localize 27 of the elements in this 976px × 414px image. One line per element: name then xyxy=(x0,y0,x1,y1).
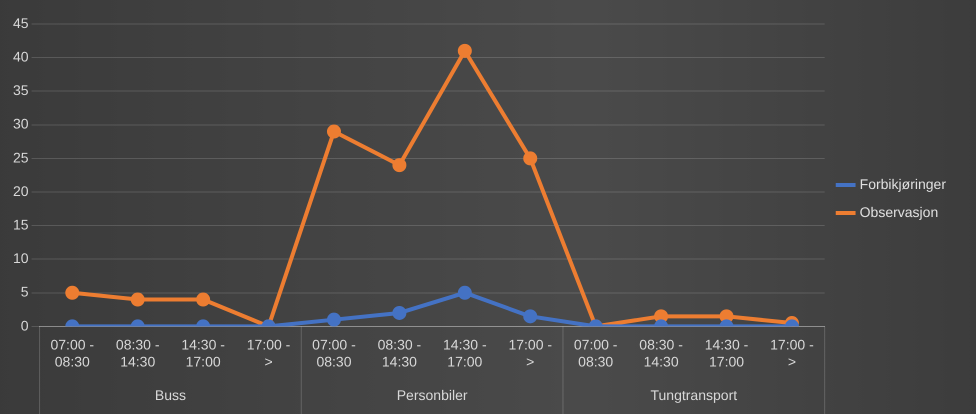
y-tick-label: 40 xyxy=(12,48,29,64)
legend-label: Observasjon xyxy=(860,204,938,220)
y-tick-label: 15 xyxy=(12,216,29,232)
y-tick-label: 0 xyxy=(20,317,29,334)
y-tick-label: 20 xyxy=(12,182,29,199)
y-tick-label: 5 xyxy=(20,284,29,300)
x-tick-label: 07:00 - 08:30 xyxy=(312,336,356,370)
y-tick-label: 10 xyxy=(12,250,29,266)
text: Tungtransport xyxy=(650,386,738,403)
y-tick-label: 45 xyxy=(12,14,29,31)
text: Personbiler xyxy=(396,386,468,403)
x-tick-label: 08:30 - 14:30 xyxy=(639,336,684,370)
x-tick-label: 07:00 - 08:30 xyxy=(574,336,618,370)
x-tick-label: 17:00 - > xyxy=(246,336,291,370)
x-tick-label: 17:00 - > xyxy=(508,336,552,370)
x-tick-label: 08:30 - 14:30 xyxy=(116,336,160,370)
x-tick-label: 14:30 - 17:00 xyxy=(181,336,226,370)
y-tick-label: 35 xyxy=(12,82,29,98)
x-tick-label: 17:00 - > xyxy=(770,336,814,370)
x-tick-label: 14:30 - 17:00 xyxy=(443,336,487,370)
y-tick-label: 25 xyxy=(12,149,29,166)
x-tick-label: 14:30 - 17:00 xyxy=(704,336,749,370)
legend-label: Forbikjøringer xyxy=(860,176,946,192)
x-tick-label: 07:00 - 08:30 xyxy=(50,336,94,370)
y-tick-label: 30 xyxy=(12,116,29,132)
text: Buss xyxy=(154,386,186,403)
x-tick-label: 08:30 - 14:30 xyxy=(378,336,422,370)
